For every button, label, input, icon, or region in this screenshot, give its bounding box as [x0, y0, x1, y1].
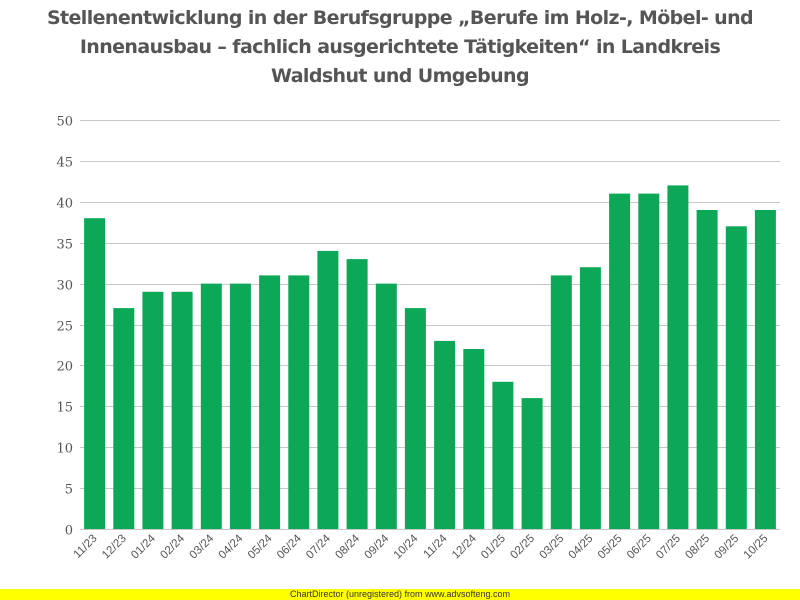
x-tick-label: 04/25	[567, 533, 596, 562]
y-axis-ticks: 0 5 10 15 20 25 30 35 40 45 50	[56, 115, 73, 539]
bar-06-25	[638, 193, 660, 529]
bar-07-25	[667, 185, 689, 529]
bar-10-25	[754, 210, 776, 529]
chartdirector-watermark: ChartDirector (unregistered) from www.ad…	[0, 589, 800, 600]
x-tick-label: 12/24	[450, 532, 479, 561]
bar-02-24	[171, 291, 193, 529]
y-tick-label: 30	[56, 279, 73, 294]
x-tick-label: 11/23	[71, 533, 99, 561]
x-tick-label: 06/24	[275, 532, 304, 561]
x-tick-label: 02/24	[158, 532, 187, 561]
x-tick-label: 06/25	[625, 533, 654, 562]
y-tick-label: 5	[65, 483, 73, 498]
y-tick-label: 50	[56, 115, 73, 130]
gridlines	[80, 120, 780, 530]
bar-04-25	[579, 267, 601, 529]
x-axis-ticks: 11/23 12/23 01/24 02/24 03/24 04/24 05/24 06/24…	[71, 532, 770, 561]
x-tick-label: 01/24	[129, 532, 158, 561]
bar-05-25	[609, 193, 631, 529]
x-tick-label: 07/24	[304, 532, 333, 561]
bar-04-24	[229, 283, 251, 529]
bars	[84, 185, 776, 530]
chart-title: Stellenentwicklung in der Berufsgruppe „…	[46, 7, 754, 87]
x-tick-label: 05/24	[246, 532, 275, 561]
y-tick-label: 40	[56, 197, 73, 212]
x-tick-label: 12/23	[100, 533, 129, 562]
x-tick-label: 01/25	[479, 533, 508, 562]
x-tick-label: 04/24	[217, 532, 246, 561]
bar-06-24	[288, 275, 310, 529]
bar-12-23	[113, 308, 135, 529]
bar-02-25	[521, 398, 543, 529]
bar-11-23	[84, 218, 106, 529]
x-tick-label: 03/25	[538, 533, 567, 562]
y-tick-label: 15	[56, 401, 73, 416]
bar-03-25	[550, 275, 572, 529]
x-tick-label: 08/24	[333, 532, 362, 561]
y-tick-label: 0	[65, 524, 73, 539]
bar-09-24	[375, 283, 397, 529]
bar-07-24	[317, 250, 339, 529]
x-tick-label: 05/25	[596, 533, 625, 562]
x-tick-label: 08/25	[683, 533, 712, 562]
y-tick-label: 45	[56, 156, 73, 171]
bar-03-24	[200, 283, 222, 529]
y-tick-label: 25	[56, 320, 73, 335]
x-tick-label: 09/24	[363, 532, 392, 561]
bar-12-24	[463, 349, 485, 529]
x-tick-label: 03/24	[188, 532, 217, 561]
bar-01-25	[492, 381, 514, 529]
x-tick-label: 09/25	[713, 533, 742, 562]
x-tick-label: 10/25	[742, 533, 771, 562]
y-tick-label: 35	[56, 238, 73, 253]
bar-08-24	[346, 259, 368, 529]
y-tick-label: 10	[56, 442, 73, 457]
y-tick-label: 20	[56, 360, 73, 375]
bar-10-24	[404, 308, 426, 529]
bar-08-25	[696, 210, 718, 529]
x-tick-label: 10/24	[392, 532, 421, 561]
bar-01-24	[142, 291, 164, 529]
x-tick-label: 07/25	[654, 533, 683, 562]
bar-11-24	[434, 340, 456, 529]
x-tick-label: 11/24	[421, 532, 450, 561]
bar-09-25	[725, 226, 747, 530]
bar-05-24	[259, 275, 281, 529]
x-tick-label: 02/25	[508, 533, 537, 562]
